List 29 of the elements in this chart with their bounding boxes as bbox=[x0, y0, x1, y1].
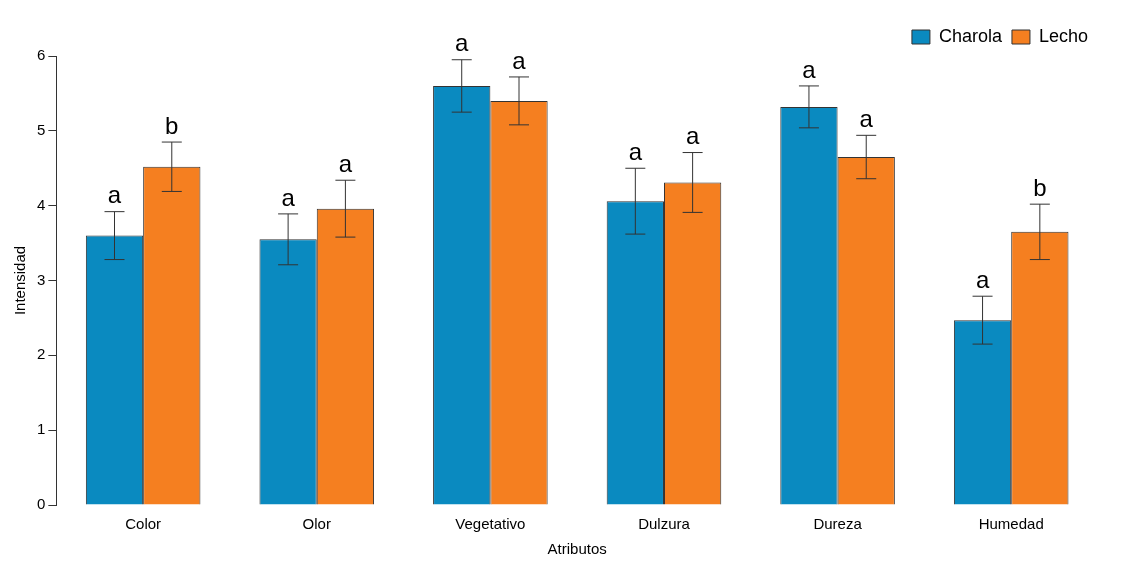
y-axis-title: Intensidad bbox=[11, 245, 29, 316]
legend-label: Charola bbox=[938, 25, 1003, 46]
x-tick-label: Humedad bbox=[978, 515, 1044, 533]
y-tick-label: 2 bbox=[37, 345, 46, 363]
data-label: a bbox=[107, 181, 122, 209]
data-label: a bbox=[975, 265, 990, 293]
data-label: a bbox=[685, 122, 700, 150]
x-axis-title: Atributos bbox=[547, 540, 607, 558]
data-label: a bbox=[338, 149, 353, 177]
y-tick-label: 5 bbox=[37, 120, 46, 138]
y-tick-label: 4 bbox=[37, 195, 46, 213]
data-label: a bbox=[802, 55, 817, 83]
data-label: a bbox=[628, 137, 643, 165]
x-tick-label: Olor bbox=[302, 515, 331, 533]
data-label: b bbox=[165, 111, 179, 139]
y-tick-label: 1 bbox=[37, 420, 46, 438]
x-tick-label: Vegetativo bbox=[455, 515, 526, 533]
data-label: a bbox=[281, 183, 296, 211]
data-label: a bbox=[512, 46, 527, 74]
y-tick-label: 6 bbox=[37, 46, 46, 64]
legend-label: Lecho bbox=[1038, 25, 1088, 46]
x-tick-label: Dureza bbox=[813, 515, 863, 533]
y-tick-label: 0 bbox=[37, 495, 46, 513]
data-label: a bbox=[455, 29, 470, 57]
y-tick-label: 3 bbox=[37, 270, 46, 288]
data-label: b bbox=[1033, 173, 1047, 201]
x-tick-label: Color bbox=[125, 515, 162, 533]
x-tick-label: Dulzura bbox=[638, 515, 691, 533]
data-label: a bbox=[859, 104, 874, 132]
